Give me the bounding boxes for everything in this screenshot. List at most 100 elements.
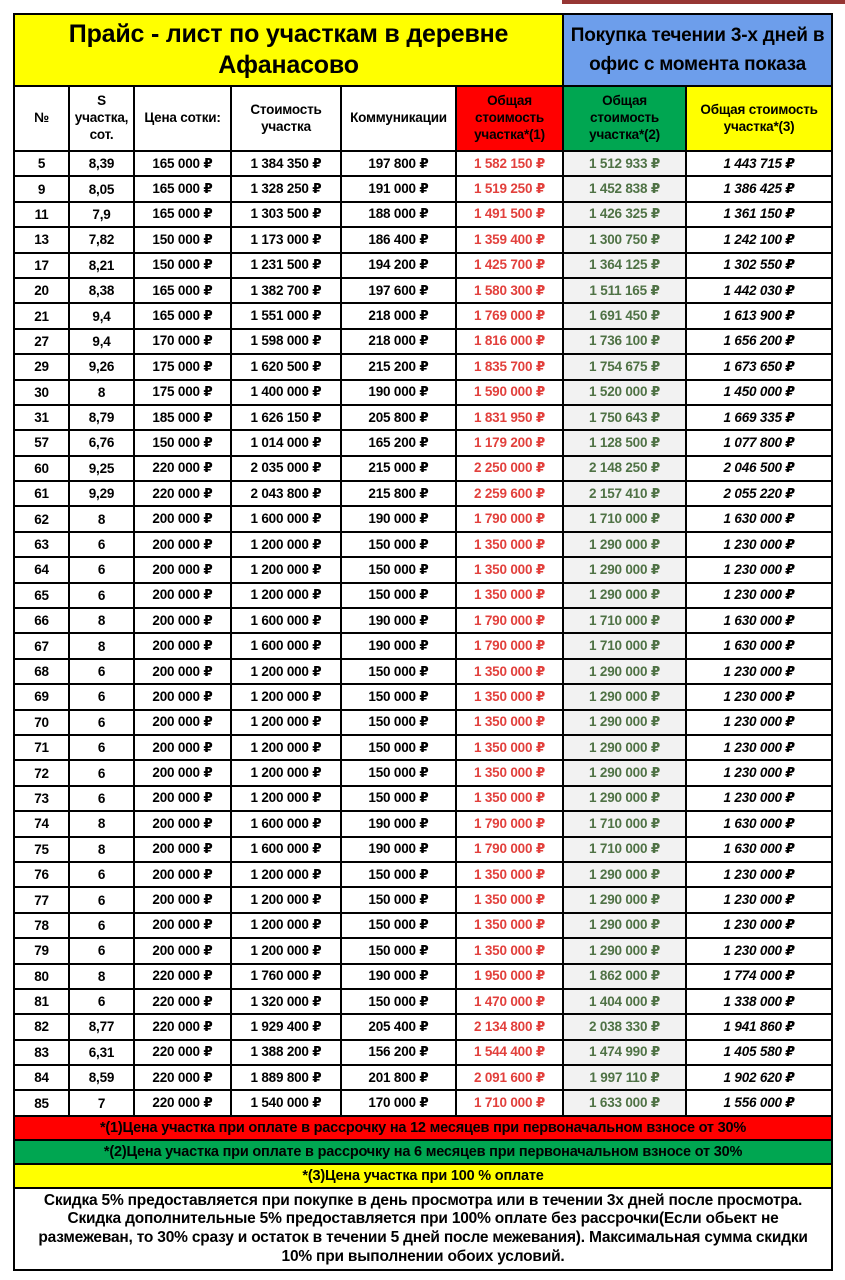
num-cell: 84 [13, 1064, 70, 1092]
plot-cost-cell: 1 540 000 ₽ [230, 1089, 342, 1117]
table-row: 79 6 200 000 ₽1 200 000 ₽150 000 ₽1 350 00… [13, 937, 834, 965]
total-cost-1-cell: 1 790 000 ₽ [454, 505, 565, 533]
communications-cell: 150 000 ₽ [340, 708, 457, 736]
page-title: Прайс - лист по участкам в деревне Афана… [12, 13, 565, 87]
num-cell: 67 [13, 632, 70, 660]
total-cost-2-cell: 1 290 000 ₽ [562, 581, 688, 610]
total-cost-2-cell: 1 300 750 ₽ [562, 226, 688, 254]
price-per-sotka-cell: 220 000 ₽ [133, 987, 232, 1016]
plot-cost-cell: 1 600 000 ₽ [230, 505, 342, 533]
total-cost-1-cell: 1 350 000 ₽ [454, 581, 565, 610]
column-header-row: № S участка, сот. Цена сотки: Стоимость … [13, 85, 834, 152]
plot-area-cell: 6 [68, 708, 135, 736]
plot-area-cell: 6 [68, 987, 135, 1016]
total-cost-2-cell: 1 474 990 ₽ [562, 1038, 688, 1067]
communications-cell: 190 000 ₽ [340, 632, 457, 660]
communications-cell: 215 800 ₽ [340, 480, 457, 508]
total-cost-2-cell: 1 452 838 ₽ [562, 175, 688, 203]
communications-cell: 150 000 ₽ [340, 987, 457, 1016]
table-row: 76 6 200 000 ₽1 200 000 ₽150 000 ₽1 350 00… [13, 860, 834, 889]
plot-area-cell: 8,59 [68, 1064, 135, 1092]
table-row: 70 6 200 000 ₽1 200 000 ₽150 000 ₽1 350 00… [13, 708, 834, 736]
price-table: Прайс - лист по участкам в деревне Афана… [12, 13, 834, 1272]
price-per-sotka-cell: 220 000 ₽ [133, 1064, 232, 1092]
total-cost-3-cell: 1 302 550 ₽ [685, 251, 834, 279]
total-cost-3-cell: 1 669 335 ₽ [685, 403, 834, 432]
total-cost-2-cell: 1 290 000 ₽ [562, 784, 688, 813]
communications-cell: 150 000 ₽ [340, 530, 457, 559]
total-cost-3-cell: 1 230 000 ₽ [685, 911, 834, 940]
total-cost-1-cell: 1 831 950 ₽ [454, 403, 565, 432]
plot-cost-cell: 2 043 800 ₽ [230, 480, 342, 508]
table-row: 71 6 200 000 ₽1 200 000 ₽150 000 ₽1 350 00… [13, 733, 834, 762]
plot-cost-cell: 1 200 000 ₽ [230, 911, 342, 940]
communications-cell: 190 000 ₽ [340, 810, 457, 838]
price-per-sotka-cell: 165 000 ₽ [133, 175, 232, 203]
plot-cost-cell: 1 320 000 ₽ [230, 987, 342, 1016]
table-row: 31 8,79 185 000 ₽1 626 150 ₽205 800 ₽1 831… [13, 403, 834, 432]
table-row: 9 8,05 165 000 ₽1 328 250 ₽191 000 ₽1 519 … [13, 175, 834, 203]
price-per-sotka-cell: 200 000 ₽ [133, 708, 232, 736]
plot-area-cell: 9,29 [68, 480, 135, 508]
num-cell: 85 [13, 1089, 70, 1117]
footnote-row-2: *(2)Цена участка при оплате в рассрочку … [12, 1138, 834, 1165]
num-cell: 27 [13, 327, 70, 356]
plot-cost-cell: 1 600 000 ₽ [230, 607, 342, 635]
communications-cell: 197 600 ₽ [340, 276, 457, 305]
communications-cell: 156 200 ₽ [340, 1038, 457, 1067]
num-cell: 65 [13, 581, 70, 610]
footnote-row-1: *(1)Цена участка при оплате в рассрочку … [12, 1114, 834, 1141]
total-cost-3-cell: 1 230 000 ₽ [685, 657, 834, 686]
communications-cell: 150 000 ₽ [340, 860, 457, 889]
total-cost-2-cell: 1 290 000 ₽ [562, 937, 688, 965]
plot-area-cell: 6 [68, 581, 135, 610]
price-per-sotka-cell: 200 000 ₽ [133, 937, 232, 965]
plot-cost-cell: 1 400 000 ₽ [230, 378, 342, 406]
plot-cost-cell: 1 626 150 ₽ [230, 403, 342, 432]
plot-area-cell: 8 [68, 810, 135, 838]
total-cost-1-cell: 1 790 000 ₽ [454, 607, 565, 635]
total-cost-3-cell: 1 630 000 ₽ [685, 835, 834, 863]
col-header-plot-area: S участка, сот. [68, 85, 135, 152]
plot-area-cell: 6 [68, 860, 135, 889]
num-cell: 5 [13, 149, 70, 178]
num-cell: 20 [13, 276, 70, 305]
total-cost-1-cell: 1 580 300 ₽ [454, 276, 565, 305]
plot-cost-cell: 1 200 000 ₽ [230, 784, 342, 813]
price-per-sotka-cell: 200 000 ₽ [133, 759, 232, 787]
num-cell: 72 [13, 759, 70, 787]
total-cost-1-cell: 1 835 700 ₽ [454, 353, 565, 381]
table-row: 75 8 200 000 ₽1 600 000 ₽190 000 ₽1 790 00… [13, 835, 834, 863]
table-row: 84 8,59 220 000 ₽1 889 800 ₽201 800 ₽2 091… [13, 1064, 834, 1092]
footnote-1-text: *(1)Цена участка при оплате в рассрочку … [12, 1114, 834, 1141]
table-row: 72 6 200 000 ₽1 200 000 ₽150 000 ₽1 350 00… [13, 759, 834, 787]
plot-area-cell: 7 [68, 1089, 135, 1117]
plot-area-cell: 6,76 [68, 429, 135, 457]
total-cost-1-cell: 1 350 000 ₽ [454, 886, 565, 914]
price-per-sotka-cell: 175 000 ₽ [133, 353, 232, 381]
table-row: 73 6 200 000 ₽1 200 000 ₽150 000 ₽1 350 00… [13, 784, 834, 813]
total-cost-3-cell: 1 230 000 ₽ [685, 860, 834, 889]
col-header-num: № [13, 85, 70, 152]
col-header-plot-cost: Стоимость участка [230, 85, 342, 152]
total-cost-2-cell: 1 710 000 ₽ [562, 810, 688, 838]
total-cost-2-cell: 1 290 000 ₽ [562, 657, 688, 686]
plot-cost-cell: 1 600 000 ₽ [230, 632, 342, 660]
total-cost-2-cell: 2 148 250 ₽ [562, 454, 688, 483]
total-cost-2-cell: 1 404 000 ₽ [562, 987, 688, 1016]
communications-cell: 197 800 ₽ [340, 149, 457, 178]
total-cost-3-cell: 1 230 000 ₽ [685, 708, 834, 736]
plot-area-cell: 8 [68, 378, 135, 406]
total-cost-2-cell: 2 038 330 ₽ [562, 1013, 688, 1041]
plot-area-cell: 8 [68, 962, 135, 990]
total-cost-3-cell: 2 055 220 ₽ [685, 480, 834, 508]
total-cost-2-cell: 1 290 000 ₽ [562, 911, 688, 940]
plot-area-cell: 7,82 [68, 226, 135, 254]
plot-area-cell: 8,79 [68, 403, 135, 432]
plot-cost-cell: 1 929 400 ₽ [230, 1013, 342, 1041]
total-cost-3-cell: 2 046 500 ₽ [685, 454, 834, 483]
total-cost-3-cell: 1 656 200 ₽ [685, 327, 834, 356]
num-cell: 79 [13, 937, 70, 965]
communications-cell: 201 800 ₽ [340, 1064, 457, 1092]
top-edge-strip [562, 0, 845, 4]
